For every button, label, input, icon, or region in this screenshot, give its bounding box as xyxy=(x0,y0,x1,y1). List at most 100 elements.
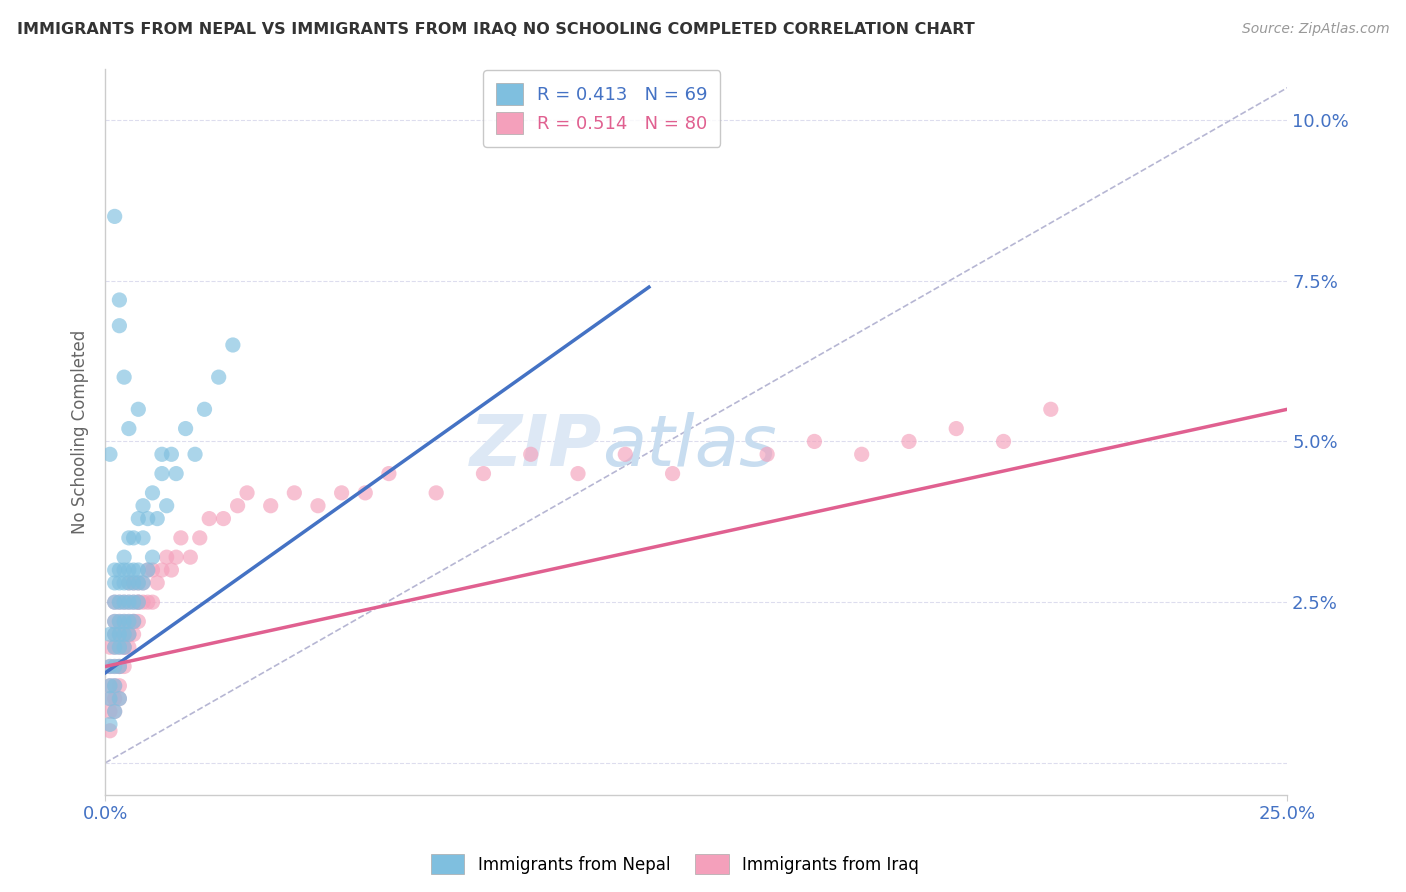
Point xyxy=(330,486,353,500)
Point xyxy=(104,615,127,629)
Point xyxy=(112,640,135,655)
Point xyxy=(108,627,131,641)
Text: atlas: atlas xyxy=(602,412,776,481)
Point xyxy=(108,293,131,307)
Text: IMMIGRANTS FROM NEPAL VS IMMIGRANTS FROM IRAQ NO SCHOOLING COMPLETED CORRELATION: IMMIGRANTS FROM NEPAL VS IMMIGRANTS FROM… xyxy=(17,22,974,37)
Point xyxy=(112,627,135,641)
Point xyxy=(756,447,779,461)
Point xyxy=(108,318,131,333)
Point xyxy=(118,575,141,590)
Point xyxy=(198,511,221,525)
Point xyxy=(108,691,131,706)
Point xyxy=(160,447,183,461)
Point xyxy=(1039,402,1062,417)
Point xyxy=(98,723,121,738)
Text: ZIP: ZIP xyxy=(470,412,602,481)
Point xyxy=(112,595,135,609)
Point xyxy=(104,659,127,673)
Point xyxy=(98,640,121,655)
Point xyxy=(104,627,127,641)
Point xyxy=(112,595,135,609)
Point xyxy=(165,550,187,565)
Point xyxy=(127,595,149,609)
Point xyxy=(122,627,145,641)
Point xyxy=(378,467,401,481)
Point xyxy=(661,467,683,481)
Point xyxy=(122,531,145,545)
Point xyxy=(160,563,183,577)
Point xyxy=(118,575,141,590)
Legend: Immigrants from Nepal, Immigrants from Iraq: Immigrants from Nepal, Immigrants from I… xyxy=(426,849,924,880)
Point xyxy=(98,447,121,461)
Point xyxy=(141,486,163,500)
Point xyxy=(127,595,149,609)
Point xyxy=(170,531,193,545)
Legend: R = 0.413   N = 69, R = 0.514   N = 80: R = 0.413 N = 69, R = 0.514 N = 80 xyxy=(484,70,720,147)
Point xyxy=(945,421,967,435)
Point xyxy=(104,691,127,706)
Point xyxy=(108,615,131,629)
Point xyxy=(98,627,121,641)
Point xyxy=(104,679,127,693)
Point xyxy=(307,499,329,513)
Point xyxy=(108,627,131,641)
Point xyxy=(122,615,145,629)
Point xyxy=(112,550,135,565)
Point xyxy=(112,659,135,673)
Point xyxy=(118,595,141,609)
Point xyxy=(104,705,127,719)
Point xyxy=(112,627,135,641)
Point xyxy=(127,511,149,525)
Point xyxy=(112,615,135,629)
Point xyxy=(104,705,127,719)
Point xyxy=(98,679,121,693)
Point xyxy=(132,499,155,513)
Point xyxy=(156,499,179,513)
Point xyxy=(174,421,197,435)
Point xyxy=(150,563,173,577)
Point xyxy=(283,486,305,500)
Point xyxy=(146,511,169,525)
Point xyxy=(150,447,173,461)
Point xyxy=(98,717,121,731)
Point xyxy=(98,659,121,673)
Point xyxy=(104,563,127,577)
Point xyxy=(108,575,131,590)
Point xyxy=(354,486,377,500)
Point xyxy=(118,615,141,629)
Point xyxy=(222,338,245,352)
Point xyxy=(127,615,149,629)
Point xyxy=(122,595,145,609)
Point xyxy=(118,640,141,655)
Point xyxy=(141,550,163,565)
Point xyxy=(98,691,121,706)
Point xyxy=(179,550,201,565)
Point xyxy=(104,575,127,590)
Point xyxy=(136,511,159,525)
Point xyxy=(104,595,127,609)
Point xyxy=(188,531,211,545)
Point xyxy=(127,575,149,590)
Point xyxy=(112,640,135,655)
Point xyxy=(165,467,187,481)
Point xyxy=(108,640,131,655)
Point xyxy=(104,640,127,655)
Y-axis label: No Schooling Completed: No Schooling Completed xyxy=(72,330,89,534)
Point xyxy=(132,575,155,590)
Point xyxy=(212,511,235,525)
Point xyxy=(851,447,873,461)
Point xyxy=(567,467,589,481)
Point xyxy=(104,627,127,641)
Point xyxy=(98,659,121,673)
Point xyxy=(112,640,135,655)
Point xyxy=(141,563,163,577)
Point xyxy=(226,499,249,513)
Point xyxy=(104,615,127,629)
Point xyxy=(141,595,163,609)
Point xyxy=(118,615,141,629)
Point xyxy=(122,563,145,577)
Point xyxy=(146,575,169,590)
Point xyxy=(136,563,159,577)
Point xyxy=(108,679,131,693)
Point xyxy=(236,486,259,500)
